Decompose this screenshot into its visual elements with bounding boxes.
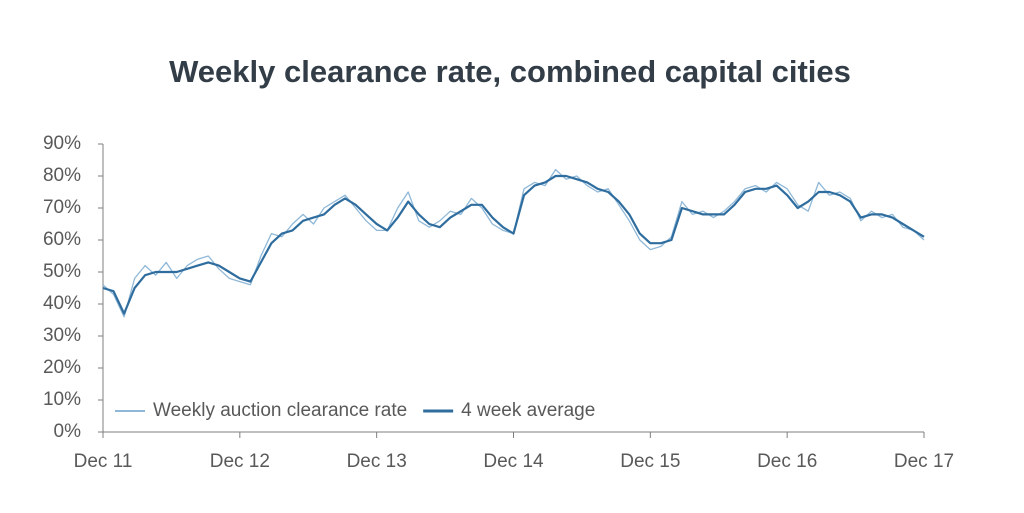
x-tick-label: Dec 15 [620,451,680,472]
x-tick-label: Dec 17 [894,451,954,472]
y-tick-label: 10% [43,389,81,410]
chart-title: Weekly clearance rate, combined capital … [169,54,851,89]
y-tick-label: 40% [43,293,81,314]
x-tick-label: Dec 11 [74,451,133,472]
x-tick-label: Dec 12 [210,451,270,472]
series-line [102,174,925,315]
y-tick-label: 70% [43,197,81,218]
legend-label: Weekly auction clearance rate [153,400,407,421]
y-tick-label: 60% [43,229,81,250]
y-tick-label: 20% [43,357,81,378]
legend-label: 4 week average [461,400,595,421]
x-tick-label: Dec 13 [347,451,407,472]
series-line [102,168,925,318]
y-tick-label: 90% [43,133,81,154]
y-tick-label: 50% [43,261,81,282]
y-tick-label: 0% [54,421,82,442]
x-tick-label: Dec 16 [757,451,817,472]
y-tick-label: 80% [43,165,81,186]
y-tick-label: 30% [43,325,81,346]
x-tick-label: Dec 14 [483,451,544,472]
